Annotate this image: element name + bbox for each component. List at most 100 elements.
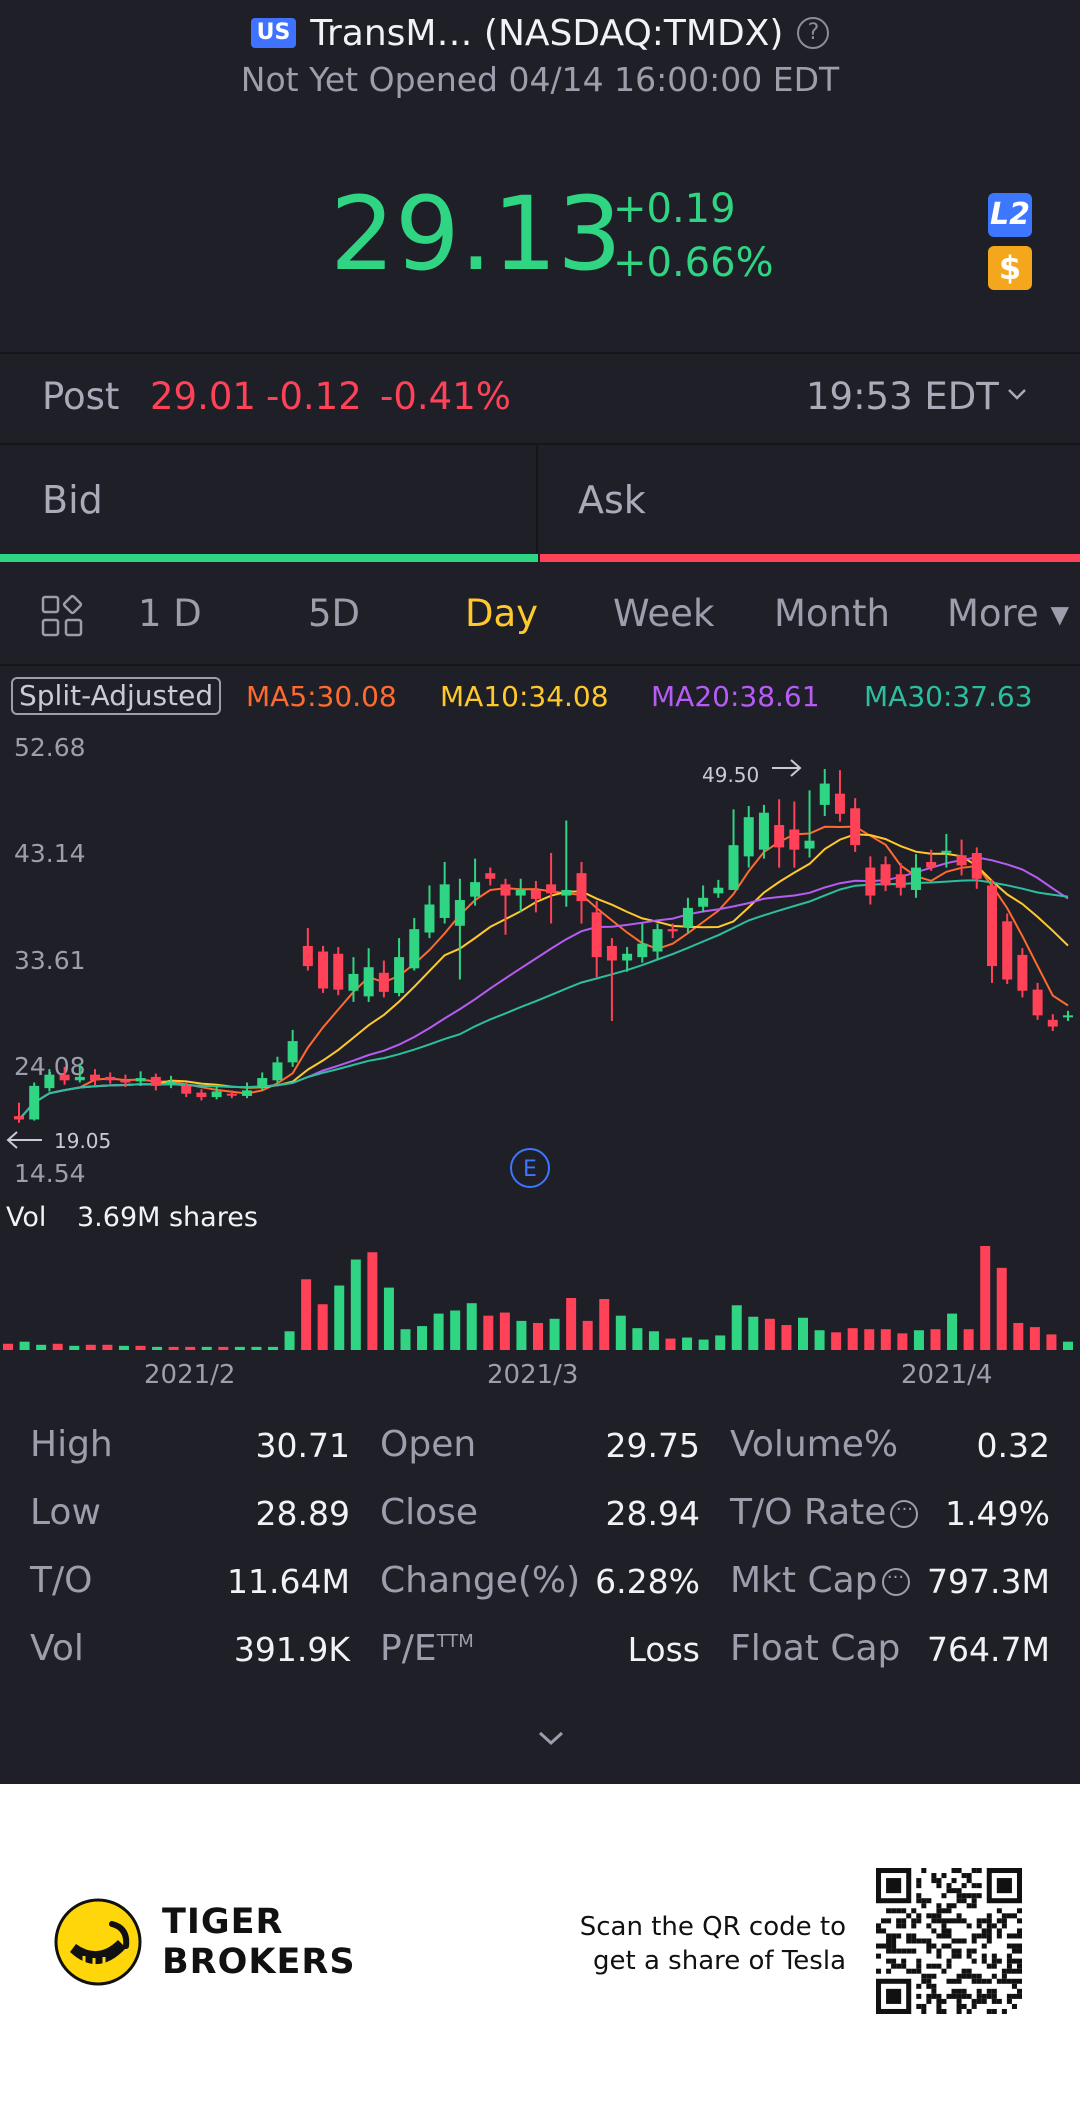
volume-bar (350, 1259, 361, 1350)
candle (758, 804, 769, 859)
candle-body (667, 929, 678, 932)
candle-body (758, 812, 769, 850)
period-tabs: 1 D 5D Day Week Month More ▾ (0, 568, 1080, 664)
arrow-right-icon (772, 759, 802, 777)
candle-body (242, 1090, 253, 1096)
volume-bar (234, 1346, 245, 1350)
volume-bar (499, 1312, 510, 1350)
candle-body (956, 855, 967, 866)
stat-label-market-cap: Mkt Cap ··· (730, 1560, 910, 1601)
tab-day[interactable]: Day (465, 592, 539, 635)
candle (150, 1073, 161, 1091)
volume-bar (781, 1325, 792, 1350)
candle (789, 801, 800, 868)
candle-body (774, 825, 785, 848)
bid-label: Bid (42, 478, 103, 522)
candle (591, 901, 602, 978)
candle (44, 1069, 55, 1092)
volume-bar (301, 1279, 312, 1350)
candlestick-chart[interactable]: 49.50 19.05 E (0, 720, 1080, 1200)
volume-bar (698, 1339, 709, 1350)
ma5-line (18, 825, 1069, 1121)
stat-value-close: 28.94 (605, 1494, 700, 1533)
tab-more[interactable]: More ▾ (947, 592, 1070, 635)
split-adjusted-button[interactable]: Split-Adjusted (11, 677, 222, 715)
stat-value-turnover-rate: 1.49% (945, 1494, 1050, 1533)
candle (196, 1089, 207, 1101)
tab-week[interactable]: Week (613, 592, 715, 635)
dollar-icon[interactable]: $ (988, 246, 1032, 290)
candle (105, 1072, 116, 1084)
scan-line-2: get a share of Tesla (593, 1946, 846, 1976)
volume-bar (383, 1287, 394, 1350)
candle-body (622, 953, 633, 961)
volume-bar (1063, 1341, 1073, 1350)
post-change: -0.12 (266, 375, 362, 418)
more-info-icon[interactable]: ··· (881, 1568, 910, 1596)
candle (1047, 1014, 1058, 1032)
volume-bar (118, 1345, 129, 1350)
tab-month[interactable]: Month (774, 592, 890, 635)
divider (0, 352, 1080, 354)
volume-bar (831, 1332, 842, 1350)
volume-bar (1029, 1327, 1040, 1350)
tab-1d[interactable]: 1 D (138, 592, 202, 635)
ma30-value: MA30:37.63 (864, 680, 1033, 713)
volume-bar (168, 1346, 179, 1350)
candle (287, 1029, 298, 1067)
high-marker-label: 49.50 (702, 763, 759, 787)
candle (576, 861, 587, 924)
candle (257, 1072, 268, 1091)
volume-bar (466, 1303, 477, 1350)
candle (166, 1075, 177, 1089)
market-cap-text: Mkt Cap (730, 1560, 878, 1601)
candle (667, 923, 678, 939)
candle (561, 820, 572, 907)
qr-code-icon (876, 1868, 1022, 2014)
candle (515, 878, 526, 913)
volume-bar (433, 1313, 444, 1350)
candle (409, 917, 420, 971)
stat-label-pe: P/ETTM (380, 1628, 474, 1669)
stat-value-float-cap: 764.7M (927, 1630, 1050, 1669)
post-time: 19:53 EDT (806, 375, 999, 418)
volume-bar (648, 1331, 659, 1350)
scan-line-1: Scan the QR code to (579, 1912, 846, 1942)
volume-bar (3, 1343, 13, 1350)
candle-body (941, 850, 952, 853)
volume-value: 3.69M shares (77, 1202, 258, 1233)
volume-bar (731, 1305, 742, 1350)
post-market-row[interactable]: Post 29.01 -0.12 -0.41% 19:53 EDT (0, 353, 1080, 443)
help-icon[interactable]: ? (797, 17, 830, 49)
volume-chart[interactable] (0, 1238, 1080, 1354)
chevron-down-icon[interactable] (536, 1726, 566, 1750)
level2-icon[interactable]: L2 (988, 193, 1032, 237)
volume-bar (665, 1338, 676, 1350)
candle (530, 881, 541, 913)
candle-body (272, 1062, 283, 1081)
x-tick-label: 2021/4 (901, 1360, 993, 1390)
tab-5d[interactable]: 5D (308, 592, 361, 635)
volume-bar (52, 1343, 63, 1350)
candle (470, 858, 481, 906)
candle-body (120, 1080, 131, 1083)
candle-body (1063, 1015, 1073, 1018)
stat-label-turnover-rate: T/O Rate ··· (730, 1492, 919, 1533)
candle-body (14, 1116, 24, 1120)
last-price: 29.13 (330, 175, 623, 294)
volume-bar (102, 1344, 113, 1350)
candle-body (470, 882, 481, 897)
volume-bar (913, 1330, 924, 1350)
candle (59, 1066, 70, 1085)
earnings-marker[interactable]: E (510, 1148, 550, 1188)
candle (120, 1074, 131, 1088)
layout-grid-icon[interactable] (40, 594, 84, 638)
more-info-icon[interactable]: ··· (890, 1500, 919, 1528)
stat-label-open: Open (380, 1424, 477, 1465)
candle (302, 928, 313, 971)
candle-body (211, 1091, 222, 1098)
candle-body (819, 783, 830, 805)
candle-body (409, 929, 420, 969)
chevron-down-icon[interactable] (1006, 383, 1028, 405)
volume-bar (218, 1346, 229, 1350)
